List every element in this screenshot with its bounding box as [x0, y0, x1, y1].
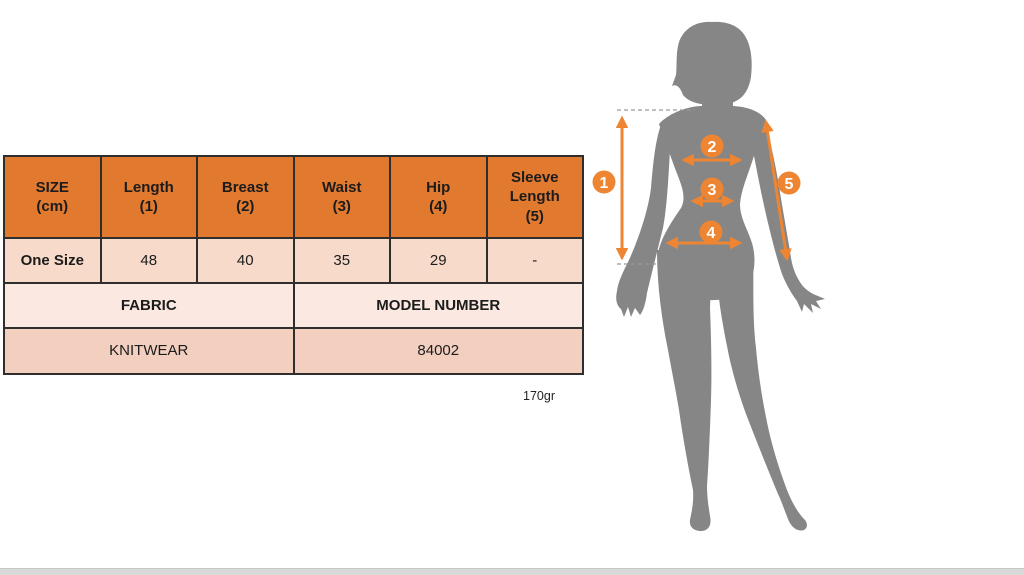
- silhouette-right-arm: [751, 118, 825, 313]
- annotation-circle-4: [699, 220, 723, 244]
- header-sleeve-length: Sleeve Length (5): [485, 155, 584, 239]
- model-number-header-cell: MODEL NUMBER: [292, 282, 584, 329]
- silhouette-left-arm: [616, 122, 670, 317]
- table-header-row: SIZE (cm) Length (1) Breast (2) Waist (3…: [3, 155, 584, 239]
- annotation-number-2: 2: [708, 139, 717, 156]
- fabric-header-cell: FABRIC: [3, 282, 295, 329]
- silhouette-left-leg: [657, 250, 712, 531]
- table-size-row: One Size 48 40 35 29 -: [3, 237, 584, 284]
- cell-waist-value: 35: [292, 237, 391, 284]
- size-table-grid: SIZE (cm) Length (1) Breast (2) Waist (3…: [3, 155, 584, 375]
- model-number-value-cell: 84002: [292, 327, 584, 375]
- header-length: Length (1): [99, 155, 198, 239]
- silhouette-right-leg: [716, 250, 807, 531]
- cell-size-name: One Size: [3, 237, 102, 284]
- annotation-circle-1: [592, 170, 616, 194]
- annotation-number-4: 4: [707, 225, 716, 242]
- bottom-edge-bar: [0, 568, 1024, 575]
- measurement-figure: 1 2 3 4 5: [585, 10, 925, 570]
- table-info-value-row: KNITWEAR 84002: [3, 327, 584, 375]
- annotation-circle-5: [777, 171, 801, 195]
- body-silhouette-icon: [616, 21, 825, 531]
- annotation-circle-2: [700, 134, 724, 158]
- annotation-number-3: 3: [708, 182, 717, 199]
- header-hip: Hip (4): [389, 155, 488, 239]
- fabric-value-cell: KNITWEAR: [3, 327, 295, 375]
- weight-note: 170gr: [523, 389, 555, 403]
- header-waist: Waist (3): [292, 155, 391, 239]
- cell-length-value: 48: [99, 237, 198, 284]
- size-table: SIZE (cm) Length (1) Breast (2) Waist (3…: [3, 155, 584, 375]
- annotation-number-1: 1: [600, 175, 609, 192]
- cell-breast-value: 40: [196, 237, 295, 284]
- annotation-circle-3: [700, 177, 724, 201]
- cell-hip-value: 29: [389, 237, 488, 284]
- cell-sleeve-value: -: [485, 237, 584, 284]
- table-info-header-row: FABRIC MODEL NUMBER: [3, 282, 584, 329]
- measurement-figure-svg: 1 2 3 4 5: [592, 21, 825, 531]
- header-breast: Breast (2): [196, 155, 295, 239]
- sleeve-measure-arrow: [761, 119, 792, 262]
- header-size: SIZE (cm): [3, 155, 102, 239]
- silhouette-head: [672, 21, 752, 106]
- annotation-number-5: 5: [785, 176, 794, 193]
